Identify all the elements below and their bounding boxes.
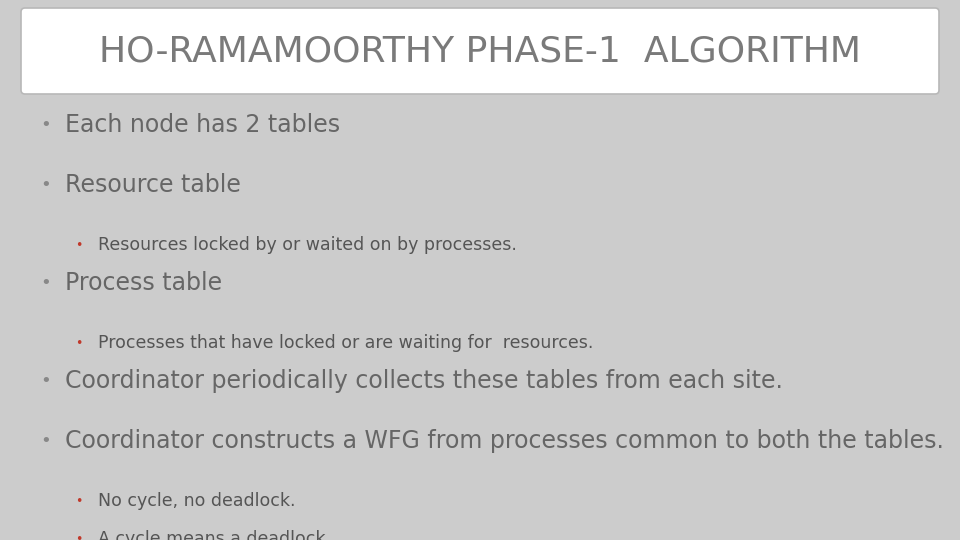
Text: Coordinator periodically collects these tables from each site.: Coordinator periodically collects these … [65,369,782,393]
Text: Each node has 2 tables: Each node has 2 tables [65,113,340,137]
Text: •: • [75,239,83,252]
Text: Processes that have locked or are waiting for  resources.: Processes that have locked or are waitin… [98,334,593,352]
Text: Resource table: Resource table [65,173,241,197]
Text: Resources locked by or waited on by processes.: Resources locked by or waited on by proc… [98,236,516,254]
Text: HO-RAMAMOORTHY PHASE-1  ALGORITHM: HO-RAMAMOORTHY PHASE-1 ALGORITHM [99,34,861,68]
Text: •: • [75,495,83,508]
Text: •: • [40,372,51,390]
Text: •: • [40,116,51,134]
Text: Coordinator constructs a WFG from processes common to both the tables.: Coordinator constructs a WFG from proces… [65,429,944,453]
Text: •: • [40,432,51,450]
Text: •: • [75,532,83,540]
Text: •: • [40,274,51,292]
Text: No cycle, no deadlock.: No cycle, no deadlock. [98,492,296,510]
FancyBboxPatch shape [21,8,939,94]
Text: Process table: Process table [65,271,222,295]
Text: •: • [75,336,83,349]
Text: A cycle means a deadlock: A cycle means a deadlock [98,530,325,540]
Text: •: • [40,176,51,194]
